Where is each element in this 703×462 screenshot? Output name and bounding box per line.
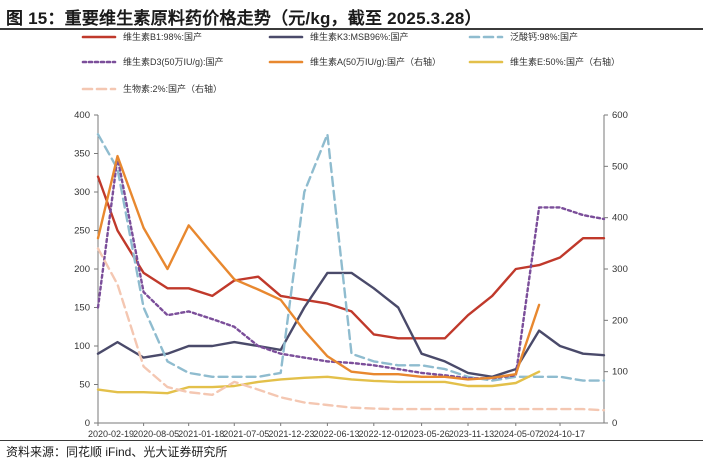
y-tick-left-label: 0: [85, 418, 90, 429]
y-tick-left-label: 100: [74, 341, 90, 352]
y-tick-left-label: 50: [79, 380, 90, 391]
legend-label-1: 维生素K3:MSB96%:国产: [310, 31, 409, 42]
legend-label-0: 维生素B1:98%:国产: [123, 31, 202, 42]
x-tick-label: 2023-11-13: [449, 429, 494, 439]
y-tick-right-label: 300: [612, 264, 628, 275]
legend-label-5: 维生素E:50%:国产（右轴）: [510, 56, 620, 67]
legend-label-2: 泛酸钙:98%:国产: [510, 31, 578, 42]
chart-legend: 维生素B1:98%:国产 维生素K3:MSB96%:国产 泛酸钙:98%:国产维生素…: [81, 31, 620, 94]
legend-label-3: 维生素D3(50万IU/g):国产: [123, 56, 224, 67]
legend-label-4: 维生素A(50万IU/g):国产（右轴）: [310, 56, 441, 67]
y-tick-left-label: 350: [74, 149, 90, 160]
series-line-5: [96, 370, 541, 395]
x-tick-label: 2021-07-05: [223, 429, 269, 439]
chart-plot-area: [96, 133, 606, 412]
x-tick-label: 2020-02-19: [88, 429, 134, 439]
series-line-3: [96, 156, 606, 380]
y-tick-right-label: 400: [612, 213, 628, 224]
price-chart: 维生素B1:98%:国产 维生素K3:MSB96%:国产 泛酸钙:98%:国产维生素…: [74, 31, 628, 439]
y-tick-right-label: 500: [612, 161, 628, 172]
x-tick-label: 2024-05-07: [494, 429, 540, 439]
y-tick-left-label: 200: [74, 264, 90, 275]
y-tick-left-label: 250: [74, 226, 90, 237]
footer-divider: [0, 440, 703, 441]
y-tick-left-label: 150: [74, 303, 90, 314]
series-line-2: [96, 133, 606, 382]
x-tick-label: 2021-12-23: [268, 429, 314, 439]
y-tick-right-label: 200: [612, 315, 628, 326]
source-note: 资料来源：同花顺 iFind、光大证券研究所: [6, 445, 228, 459]
series-line-1: [96, 271, 606, 378]
y-tick-left-label: 300: [74, 187, 90, 198]
title-divider: [0, 28, 703, 30]
series-line-0: [96, 175, 606, 340]
y-tick-right-label: 600: [612, 110, 628, 121]
x-tick-label: 2020-08-05: [133, 429, 179, 439]
y-tick-left-label: 400: [74, 110, 90, 121]
legend-label-6: 生物素:2%:国产（右轴）: [123, 83, 222, 94]
figure-title: 图 15：重要维生素原料药价格走势（元/kg，截至 2025.3.28）: [6, 9, 482, 28]
chart-axes: 0 50 100 150 200 250 300 350 400 0 100 200 300 400 500…: [74, 110, 628, 439]
x-tick-label: 2024-10-17: [539, 429, 585, 439]
x-tick-label: 2021-01-18: [178, 429, 224, 439]
series-line-4: [96, 154, 541, 381]
series-line-6: [96, 247, 606, 412]
x-tick-label: 2023-05-26: [404, 429, 450, 439]
x-tick-label: 2022-06-13: [313, 429, 359, 439]
y-tick-right-label: 0: [612, 418, 617, 429]
y-tick-right-label: 100: [612, 367, 628, 378]
x-tick-label: 2022-12-01: [359, 429, 405, 439]
